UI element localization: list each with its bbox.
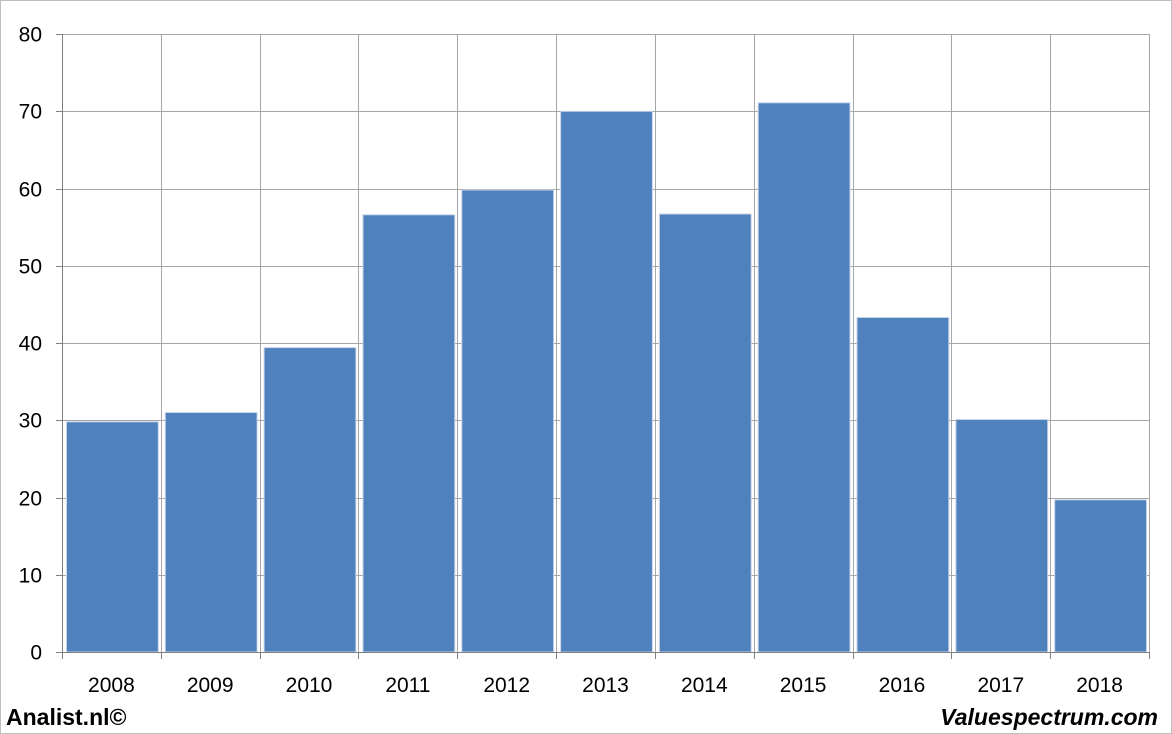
- y-tick-label: 80: [19, 24, 42, 47]
- bar-2010: [263, 347, 357, 653]
- bars: [66, 102, 1147, 653]
- y-tick-label: 70: [19, 101, 42, 124]
- bar-2011: [362, 214, 456, 653]
- x-tick-label: 2008: [88, 674, 135, 697]
- x-tick-label: 2012: [483, 674, 530, 697]
- axes: [56, 34, 1150, 659]
- source-credit: Analist.nl©: [6, 704, 127, 730]
- x-tick-label: 2010: [286, 674, 333, 697]
- bar-2015: [757, 102, 851, 653]
- x-tick-label: 2018: [1076, 674, 1123, 697]
- y-tick-labels: 0 10 20 30 40 50 60 70 80: [19, 24, 42, 665]
- bar-2016: [856, 317, 950, 653]
- bar-2009: [164, 412, 258, 653]
- y-tick-label: 10: [19, 565, 42, 588]
- x-tick-label: 2015: [780, 674, 827, 697]
- bar-2008: [66, 421, 159, 653]
- x-tick-label: 2014: [681, 674, 728, 697]
- y-tick-label: 40: [19, 333, 42, 356]
- x-tick-labels: 2008 2009 2010 2011 2012 2013 2014 2015 2016 2017…: [88, 674, 1123, 697]
- bar-2018: [1054, 499, 1147, 653]
- y-tick-label: 60: [19, 179, 42, 202]
- y-tick-label: 30: [19, 410, 42, 433]
- bar-2013: [560, 110, 653, 653]
- x-tick-label: 2016: [879, 674, 926, 697]
- bar-2014: [658, 213, 752, 653]
- y-tick-label: 20: [19, 488, 42, 511]
- bar-2012: [461, 189, 555, 653]
- x-tick-label: 2017: [977, 674, 1024, 697]
- y-tick-label: 0: [30, 642, 42, 665]
- x-tick-label: 2011: [385, 674, 430, 697]
- website-credit: Valuespectrum.com: [940, 704, 1158, 730]
- y-tick-label: 50: [19, 256, 42, 279]
- x-tick-label: 2009: [187, 674, 234, 697]
- bar-2017: [955, 419, 1049, 653]
- x-tick-label: 2013: [582, 674, 629, 697]
